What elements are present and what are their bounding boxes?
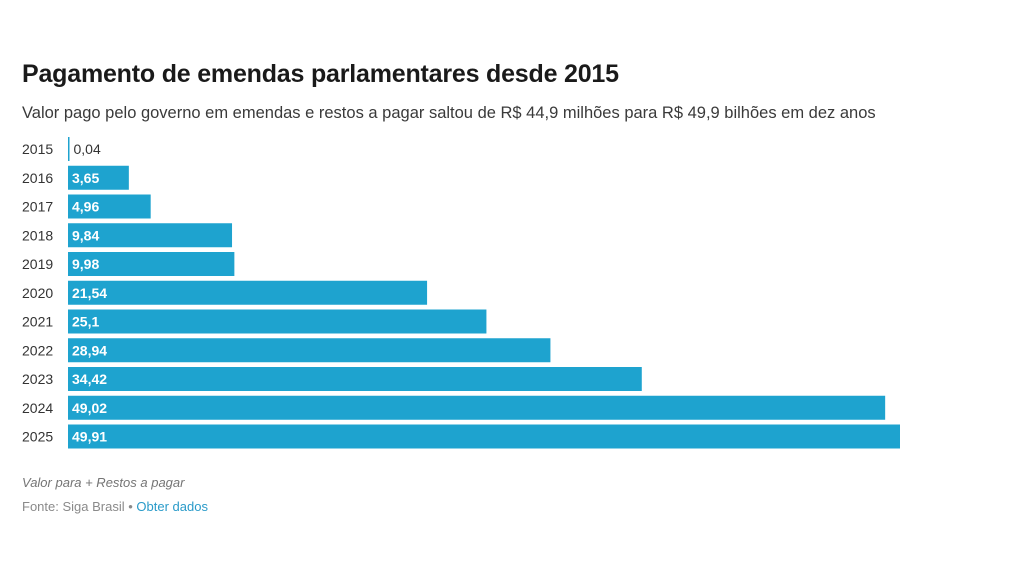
value-label-2015: 0,04 xyxy=(74,141,101,157)
category-label-2020: 2020 xyxy=(22,285,53,301)
chart-title: Pagamento de emendas parlamentares desde… xyxy=(22,60,619,88)
category-label-2018: 2018 xyxy=(22,227,53,243)
bar-2020 xyxy=(68,280,428,305)
value-label-2017: 4,96 xyxy=(72,199,99,215)
bar-2015 xyxy=(68,137,70,161)
value-label-2023: 34,42 xyxy=(72,371,107,387)
category-label-2017: 2017 xyxy=(22,199,53,215)
chart-source: Fonte: Siga Brasil • Obter dados xyxy=(22,499,208,514)
bar-2023 xyxy=(68,367,642,391)
bar-2024 xyxy=(68,395,886,420)
value-label-2019: 9,98 xyxy=(72,256,99,272)
value-label-2022: 28,94 xyxy=(72,342,107,358)
value-label-2025: 49,91 xyxy=(72,429,107,445)
category-label-2021: 2021 xyxy=(22,314,53,330)
category-label-2025: 2025 xyxy=(22,429,53,445)
value-label-2020: 21,54 xyxy=(72,285,107,301)
value-label-2018: 9,84 xyxy=(72,227,99,243)
source-text: Fonte: Siga Brasil xyxy=(22,499,125,514)
category-label-2023: 2023 xyxy=(22,371,53,387)
bar-2019 xyxy=(68,252,235,276)
bar-2025 xyxy=(68,424,900,449)
value-label-2016: 3,65 xyxy=(72,170,99,186)
value-label-2024: 49,02 xyxy=(72,400,107,416)
bar-2017 xyxy=(68,194,151,219)
category-label-2016: 2016 xyxy=(22,170,53,186)
bar-chart: 2015 0,04 2016 3,65 2017 4,96 2018 9,84 2019 9,98… xyxy=(22,137,900,449)
chart-subtitle: Valor pago pelo governo em emendas e res… xyxy=(22,104,876,122)
value-label-2021: 25,1 xyxy=(72,314,99,330)
bar-2018 xyxy=(68,223,233,248)
get-data-link[interactable]: Obter dados xyxy=(136,499,208,514)
bar-2022 xyxy=(68,338,551,363)
category-label-2019: 2019 xyxy=(22,256,53,272)
category-label-2022: 2022 xyxy=(22,342,53,358)
source-separator: • xyxy=(128,499,133,514)
bar-2021 xyxy=(68,309,487,334)
bar-2016 xyxy=(68,165,129,190)
category-label-2015: 2015 xyxy=(22,141,53,157)
chart-note: Valor para + Restos a pagar xyxy=(22,475,185,490)
category-label-2024: 2024 xyxy=(22,400,53,416)
